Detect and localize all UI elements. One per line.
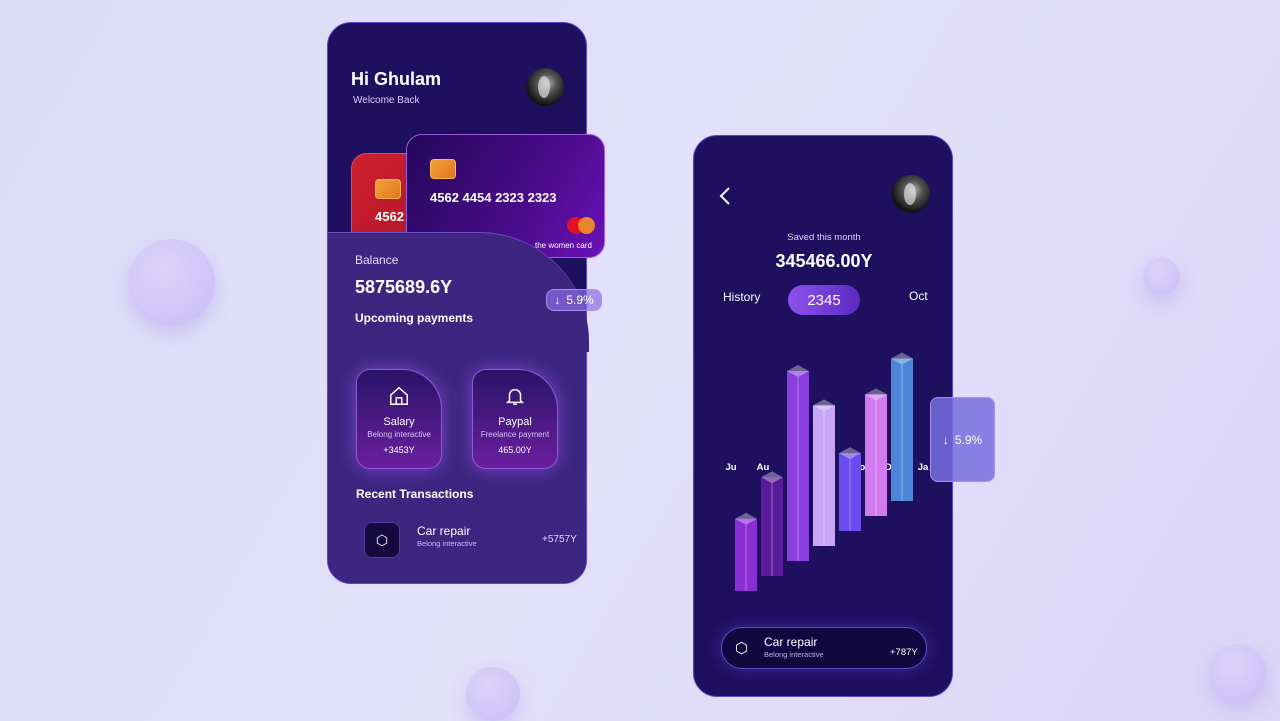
bar-Se	[787, 365, 809, 561]
bar-cap	[865, 388, 887, 401]
payment-title: Salary	[383, 416, 415, 428]
bar-face	[787, 371, 809, 561]
recent-title: Recent Transactions	[356, 487, 474, 501]
back-icon[interactable]	[718, 186, 732, 206]
month-label[interactable]: Ju	[725, 462, 737, 473]
bar-cap	[813, 399, 835, 412]
month-label[interactable]: Au	[756, 462, 770, 473]
decor-bubble	[1143, 258, 1180, 295]
hexagon-logo-icon: ⬡	[364, 522, 400, 558]
payment-card-paypal[interactable]: Paypal Freelance payment 465.00Y	[472, 369, 558, 469]
arrow-down-icon: ↓	[554, 293, 561, 307]
transaction-row[interactable]: ⬡ Car repair Belong interactive +787Y	[721, 627, 927, 669]
hexagon-logo-icon: ⬡	[735, 640, 749, 657]
bar-face	[813, 405, 835, 546]
bar-cap	[839, 447, 861, 460]
bar-No	[839, 447, 861, 531]
avatar[interactable]	[526, 68, 564, 106]
saved-label: Saved this month	[787, 232, 861, 243]
payment-title: Paypal	[498, 416, 532, 428]
transaction-subtitle: Belong interactive	[417, 539, 477, 548]
bar-Ja	[891, 352, 913, 501]
bar-cap	[761, 471, 783, 484]
saved-value: 345466.00Y	[775, 251, 873, 271]
bar-cap	[891, 352, 913, 365]
bar-Au	[761, 471, 783, 576]
change-value: 5.9%	[954, 432, 983, 447]
chip-icon	[375, 179, 401, 199]
mastercard-icon	[567, 217, 597, 235]
card-number: 4562 4454 2323 2323	[430, 190, 557, 205]
balance-label: Balance	[355, 253, 399, 267]
month-selector[interactable]: Oct	[909, 289, 928, 303]
transaction-subtitle: Belong interactive	[764, 650, 824, 659]
change-badge: ↓ 5.9%	[546, 289, 602, 311]
selected-value-pill[interactable]: 2345	[788, 285, 860, 315]
stats-screen: Saved this month 345466.00Y History 2345…	[693, 135, 953, 697]
bar-face	[891, 358, 913, 501]
home-icon	[390, 386, 408, 405]
greeting: Hi Ghulam	[351, 69, 442, 89]
bar-face	[761, 477, 783, 576]
bar-cap	[787, 365, 809, 377]
payment-card-salary[interactable]: Salary Belong interactive +3453Y	[356, 369, 442, 469]
bar-Oc	[813, 399, 835, 546]
decor-bubble	[128, 239, 215, 326]
upcoming-title: Upcoming payments	[355, 311, 474, 325]
bar-face	[839, 453, 861, 531]
bar-chart	[735, 352, 913, 591]
payment-amount: +3453Y	[383, 445, 415, 455]
change-value: 5.9%	[566, 293, 594, 307]
card-label: the women card	[535, 241, 592, 250]
balance-value: 5875689.6Y	[355, 277, 453, 297]
avatar[interactable]	[892, 175, 930, 213]
decor-bubble	[466, 667, 520, 721]
card-number: 4562	[375, 209, 404, 224]
payment-amount: 465.00Y	[498, 445, 532, 455]
transaction-amount: +787Y	[890, 647, 918, 658]
payment-subtitle: Freelance payment	[480, 430, 550, 439]
bar-Ju	[735, 512, 757, 591]
change-badge: ↓ 5.9%	[930, 397, 995, 482]
arrow-down-icon: ↓	[942, 432, 949, 447]
transaction-title: Car repair	[417, 524, 471, 538]
decor-bubble	[1209, 644, 1267, 702]
transaction-title: Car repair	[764, 635, 818, 649]
history-label[interactable]: History	[723, 290, 761, 304]
transaction-amount: +5757Y	[542, 534, 577, 545]
bar-De	[865, 388, 887, 516]
payment-subtitle: Belong interactive	[367, 430, 431, 439]
month-label[interactable]: Ja	[917, 462, 929, 473]
bell-icon	[505, 388, 525, 405]
transaction-row[interactable]: ⬡ Car repair Belong interactive +5757Y	[364, 522, 579, 562]
welcome-text: Welcome Back	[353, 95, 420, 106]
chip-icon	[430, 159, 456, 179]
bar-face	[865, 394, 887, 516]
bar-cap	[735, 512, 757, 525]
bar-face	[735, 518, 757, 591]
